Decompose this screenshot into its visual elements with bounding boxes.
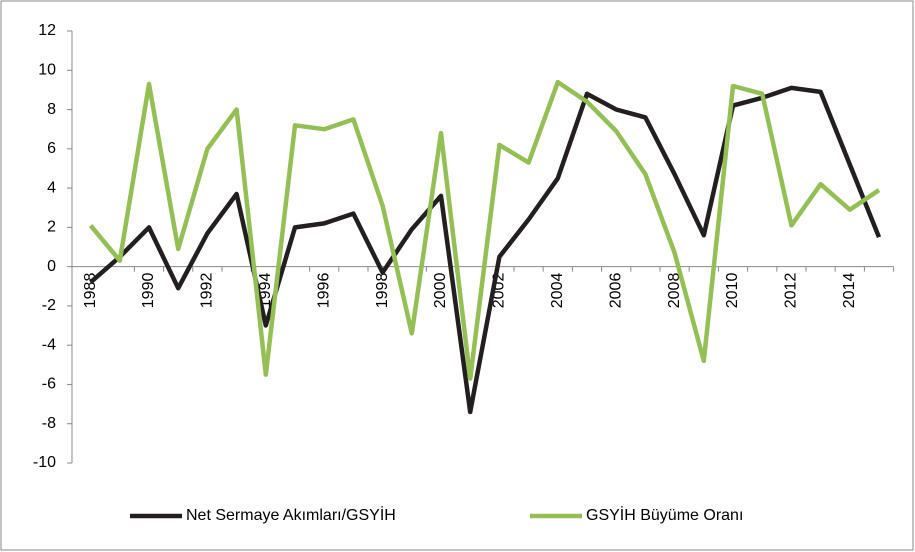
legend-label: Net Sermaye Akımları/GSYİH	[186, 505, 396, 524]
y-tick-label: -10	[33, 454, 56, 471]
x-tick-label: 2004	[549, 273, 566, 309]
y-tick-label: 12	[38, 22, 56, 39]
y-tick-label: -6	[42, 376, 56, 393]
x-tick-label: 2008	[666, 273, 683, 309]
y-tick-label: 10	[38, 61, 56, 78]
line-series	[89, 85, 882, 415]
x-tick-label: 2010	[724, 273, 741, 309]
y-tick-label: 8	[47, 101, 56, 118]
y-tick-label: 2	[47, 219, 56, 236]
y-tick-label: -2	[42, 297, 56, 314]
x-tick-label: 1992	[199, 273, 216, 309]
x-tick-label: 1998	[374, 273, 391, 309]
x-tick-label: 2012	[783, 273, 800, 309]
x-tick-label: 2000	[432, 273, 449, 309]
x-tick-label: 2014	[841, 273, 858, 309]
y-tick-label: 0	[47, 258, 56, 275]
x-tick-label: 2006	[607, 273, 624, 309]
y-tick-label: 4	[47, 179, 56, 196]
y-tick-label: 6	[47, 140, 56, 157]
x-tick-label: 1996	[315, 273, 332, 309]
y-tick-label: -8	[42, 415, 56, 432]
y-tick-label: -4	[42, 336, 56, 353]
legend-label: GSYİH Büyüme Oranı	[586, 505, 743, 524]
line-series	[88, 79, 881, 381]
x-tick-label: 1990	[140, 273, 157, 309]
